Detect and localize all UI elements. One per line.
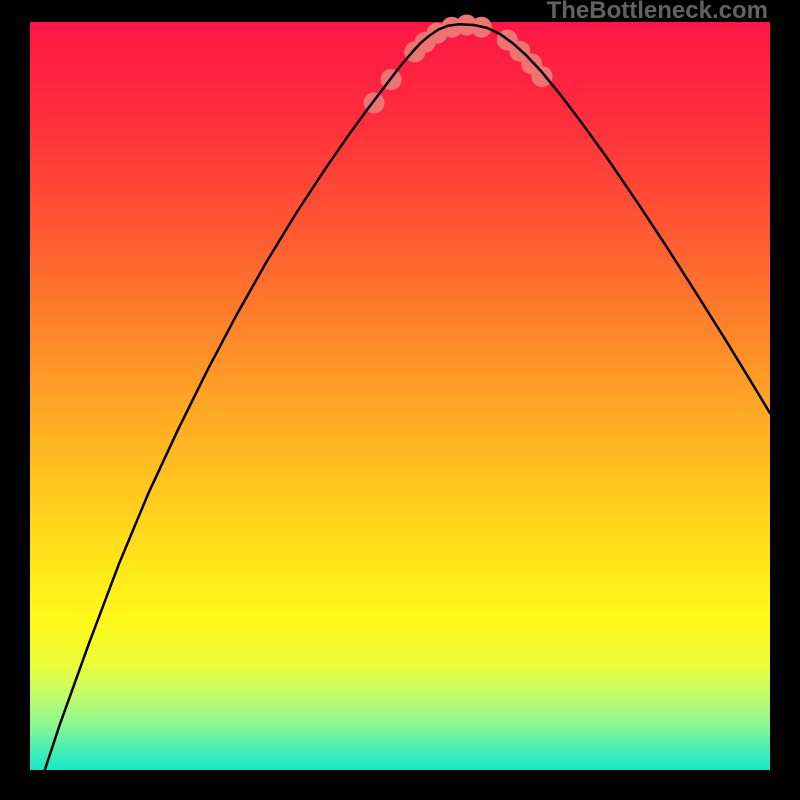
plot-area <box>30 22 770 770</box>
watermark-text: TheBottleneck.com <box>547 0 768 25</box>
data-point <box>532 66 553 87</box>
curve-right <box>459 24 770 413</box>
curves-layer <box>30 22 770 770</box>
chart-frame: TheBottleneck.com <box>0 0 800 800</box>
curve-left <box>45 24 459 770</box>
